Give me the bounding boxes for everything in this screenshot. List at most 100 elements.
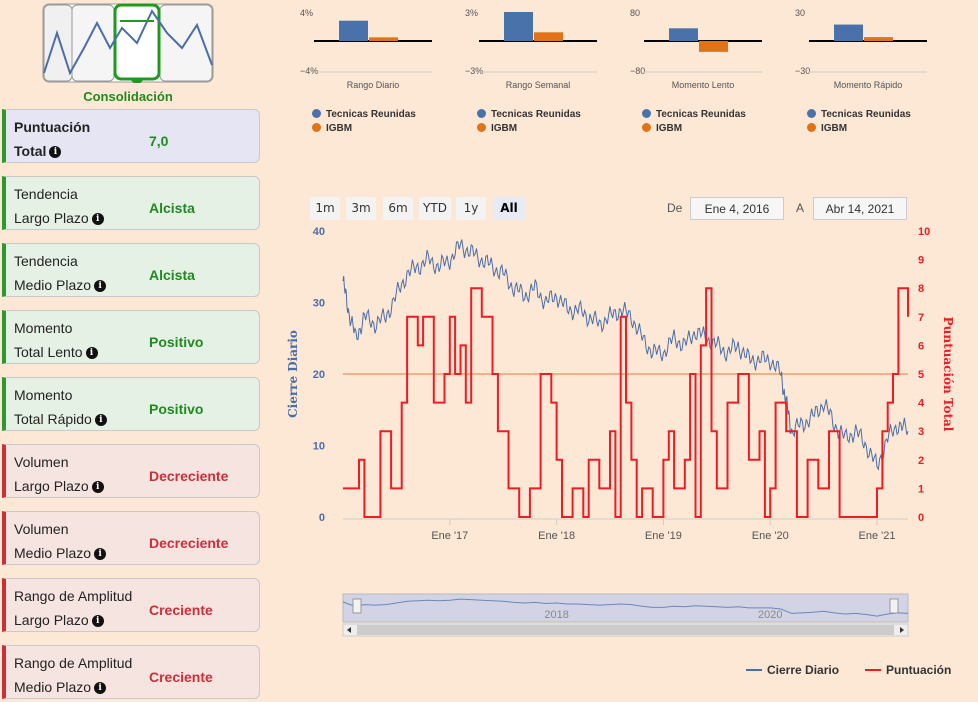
bar-tecnicas-reunidas[interactable] [834, 24, 863, 41]
ytick-right: 3 [918, 426, 924, 438]
bar-igbm[interactable] [699, 41, 728, 52]
indicator-card[interactable]: Tendencia Medio Plazo i Alcista [2, 243, 260, 297]
info-icon[interactable]: i [94, 682, 107, 695]
card-subtitle-text: Medio Plazo [14, 277, 92, 293]
to-date-input[interactable]: Abr 14, 2021 [813, 197, 907, 220]
indicator-card[interactable]: Rango de Amplitud Medio Plazo i Creciente [2, 645, 260, 699]
legend-item[interactable]: IGBM [642, 123, 682, 134]
ytick-top: 80 [630, 8, 640, 18]
xtick-label: Ene '17 [431, 530, 468, 542]
scrollbar-thumb[interactable] [357, 625, 894, 635]
mini-bar-chart: 30 −30 Momento Rápido Tecnicas Reunidas IGBM [795, 0, 955, 140]
scroll-right-icon[interactable] [900, 627, 904, 633]
legend-item[interactable]: IGBM [477, 123, 517, 134]
card-subtitle-text: Total Rápido [14, 411, 92, 427]
info-icon[interactable]: i [94, 548, 107, 561]
mini-chart-svg: 3% −3% Rango Semanal [465, 8, 597, 90]
bar-igbm[interactable] [369, 37, 398, 41]
xtick-label: Ene '21 [859, 530, 896, 542]
legend-dot-icon [312, 109, 321, 118]
legend-item[interactable]: IGBM [312, 123, 352, 134]
card-subtitle: Medio Plazo i [14, 277, 107, 293]
navigator-window[interactable] [342, 593, 909, 623]
legend-dot-icon [312, 123, 321, 132]
navigator-handle[interactable] [352, 598, 362, 614]
navigator-label: 2018 [544, 609, 568, 621]
legend-label: Tecnicas Reunidas [491, 109, 581, 120]
legend-label: Tecnicas Reunidas [326, 109, 416, 120]
card-title: Tendencia [14, 253, 78, 269]
range-button[interactable]: 6m [383, 197, 413, 220]
bar-igbm[interactable] [534, 32, 563, 41]
info-icon[interactable]: i [91, 213, 104, 226]
card-title: Tendencia [14, 186, 78, 202]
range-button[interactable]: 1y [456, 197, 486, 220]
mini-chart-svg: 4% −4% Rango Diario [300, 8, 432, 90]
mini-chart-svg: 80 −80 Momento Lento [630, 8, 762, 90]
card-value: 7,0 [149, 133, 169, 149]
legend-item[interactable]: IGBM [807, 123, 847, 134]
info-icon[interactable]: i [94, 280, 107, 293]
bar-tecnicas-reunidas[interactable] [504, 12, 533, 41]
y-axis-left-label: Cierre Diario [286, 330, 300, 418]
card-subtitle: Medio Plazo i [14, 545, 107, 561]
consolidation-logo-icon [42, 3, 214, 83]
series-puntuacion[interactable] [343, 287, 909, 518]
legend-item[interactable]: Tecnicas Reunidas [312, 109, 416, 120]
range-button[interactable]: All [493, 197, 525, 220]
from-date-input[interactable]: Ene 4, 2016 [690, 197, 784, 220]
mini-chart-svg: 30 −30 Momento Rápido [795, 8, 927, 90]
card-subtitle: Total i [14, 143, 62, 159]
indicator-card[interactable]: Rango de Amplitud Largo Plazo i Creciente [2, 578, 260, 632]
indicator-card[interactable]: Momento Total Lento i Positivo [2, 310, 260, 364]
legend-item[interactable]: Tecnicas Reunidas [477, 109, 581, 120]
navigator-handle[interactable] [889, 598, 899, 614]
ytick-bottom: −30 [795, 66, 810, 76]
mini-chart-title: Momento Rápido [834, 80, 903, 90]
card-subtitle-text: Largo Plazo [14, 210, 89, 226]
info-icon[interactable]: i [91, 615, 104, 628]
legend-item[interactable]: Tecnicas Reunidas [807, 109, 911, 120]
info-icon[interactable]: i [85, 347, 98, 360]
card-subtitle: Largo Plazo i [14, 210, 104, 226]
series-cierre-diario[interactable] [342, 239, 909, 471]
bar-tecnicas-reunidas[interactable] [339, 20, 368, 41]
legend-dot-icon [807, 123, 816, 132]
info-icon[interactable]: i [94, 414, 107, 427]
ytick-right: 10 [918, 226, 930, 238]
scroll-left-icon[interactable] [347, 627, 351, 633]
ytick-top: 4% [300, 8, 313, 18]
legend-cierre-diario[interactable]: Cierre Diario [767, 663, 839, 677]
ytick-right: 8 [918, 283, 924, 295]
legend-label: IGBM [491, 123, 518, 134]
card-value: Positivo [149, 401, 204, 417]
range-button[interactable]: 3m [346, 197, 376, 220]
legend-item[interactable]: Tecnicas Reunidas [642, 109, 746, 120]
indicator-card[interactable]: Volumen Largo Plazo i Decreciente [2, 444, 260, 498]
card-title: Momento [14, 387, 73, 403]
card-subtitle: Total Rápido i [14, 411, 107, 427]
bar-igbm[interactable] [864, 37, 893, 41]
mini-chart-title: Momento Lento [672, 80, 735, 90]
bar-tecnicas-reunidas[interactable] [669, 28, 698, 41]
navigator-series [342, 598, 909, 617]
to-label: A [796, 201, 805, 215]
y-axis-right-label: Puntuación Total [941, 317, 955, 432]
info-icon[interactable]: i [91, 481, 104, 494]
ytick-bottom: −3% [465, 66, 483, 76]
logo-label: Consolidación [83, 89, 173, 104]
indicator-card[interactable]: Momento Total Rápido i Positivo [2, 377, 260, 431]
info-icon[interactable]: i [49, 146, 62, 159]
legend-puntuacion[interactable]: Puntuación [886, 663, 951, 677]
card-title: Rango de Amplitud [14, 655, 133, 671]
indicator-card[interactable]: Volumen Medio Plazo i Decreciente [2, 511, 260, 565]
range-button[interactable]: 1m [310, 197, 340, 220]
mini-bar-chart: 3% −3% Rango Semanal Tecnicas Reunidas IGBM [465, 0, 625, 140]
card-subtitle: Largo Plazo i [14, 478, 104, 494]
xtick-label: Ene '19 [645, 530, 682, 542]
range-button[interactable]: YTD [419, 197, 451, 220]
legend-label: Tecnicas Reunidas [656, 109, 746, 120]
indicator-card[interactable]: Puntuación Total i 7,0 [2, 109, 260, 163]
card-title: Puntuación [14, 119, 91, 135]
indicator-card[interactable]: Tendencia Largo Plazo i Alcista [2, 176, 260, 230]
